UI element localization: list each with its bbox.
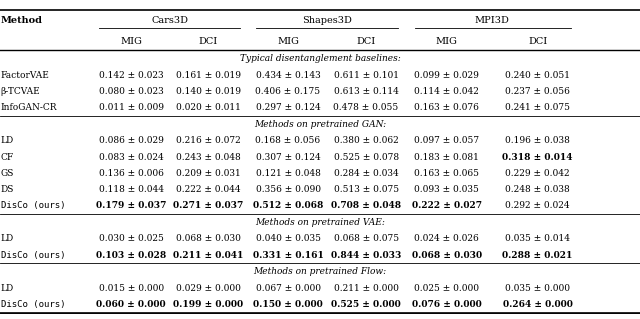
Text: LD: LD	[1, 136, 14, 145]
Text: InfoGAN-CR: InfoGAN-CR	[1, 103, 57, 112]
Text: GS: GS	[1, 169, 14, 178]
Text: Cars3D: Cars3D	[151, 16, 188, 26]
Text: 0.093 ± 0.035: 0.093 ± 0.035	[414, 185, 479, 194]
Text: 0.229 ± 0.042: 0.229 ± 0.042	[506, 169, 570, 178]
Text: 0.030 ± 0.025: 0.030 ± 0.025	[99, 234, 164, 243]
Text: 0.015 ± 0.000: 0.015 ± 0.000	[99, 284, 164, 293]
Text: 0.163 ± 0.065: 0.163 ± 0.065	[414, 169, 479, 178]
Text: DisCo (ours): DisCo (ours)	[1, 251, 65, 260]
Text: 0.086 ± 0.029: 0.086 ± 0.029	[99, 136, 164, 145]
Text: 0.209 ± 0.031: 0.209 ± 0.031	[175, 169, 241, 178]
Text: 0.241 ± 0.075: 0.241 ± 0.075	[505, 103, 570, 112]
Text: 0.118 ± 0.044: 0.118 ± 0.044	[99, 185, 164, 194]
Text: 0.161 ± 0.019: 0.161 ± 0.019	[175, 71, 241, 80]
Text: Shapes3D: Shapes3D	[302, 16, 352, 26]
Text: 0.150 ± 0.000: 0.150 ± 0.000	[253, 300, 323, 309]
Text: DCI: DCI	[528, 37, 547, 46]
Text: 0.067 ± 0.000: 0.067 ± 0.000	[255, 284, 321, 293]
Text: 0.103 ± 0.028: 0.103 ± 0.028	[96, 251, 166, 260]
Text: CF: CF	[1, 152, 14, 161]
Text: 0.288 ± 0.021: 0.288 ± 0.021	[502, 251, 573, 260]
Text: 0.121 ± 0.048: 0.121 ± 0.048	[255, 169, 321, 178]
Text: 0.297 ± 0.124: 0.297 ± 0.124	[255, 103, 321, 112]
Text: 0.708 ± 0.048: 0.708 ± 0.048	[331, 201, 401, 210]
Text: MIG: MIG	[120, 37, 142, 46]
Text: β-TCVAE: β-TCVAE	[1, 87, 40, 96]
Text: 0.040 ± 0.035: 0.040 ± 0.035	[255, 234, 321, 243]
Text: 0.292 ± 0.024: 0.292 ± 0.024	[506, 201, 570, 210]
Text: 0.011 ± 0.009: 0.011 ± 0.009	[99, 103, 164, 112]
Text: 0.083 ± 0.024: 0.083 ± 0.024	[99, 152, 164, 161]
Text: 0.844 ± 0.033: 0.844 ± 0.033	[331, 251, 401, 260]
Text: 0.513 ± 0.075: 0.513 ± 0.075	[333, 185, 399, 194]
Text: 0.271 ± 0.037: 0.271 ± 0.037	[173, 201, 243, 210]
Text: 0.099 ± 0.029: 0.099 ± 0.029	[414, 71, 479, 80]
Text: 0.211 ± 0.000: 0.211 ± 0.000	[333, 284, 399, 293]
Text: MIG: MIG	[277, 37, 299, 46]
Text: 0.525 ± 0.000: 0.525 ± 0.000	[332, 300, 401, 309]
Text: Typical disentanglement baselines:: Typical disentanglement baselines:	[239, 54, 401, 63]
Text: 0.114 ± 0.042: 0.114 ± 0.042	[414, 87, 479, 96]
Text: 0.216 ± 0.072: 0.216 ± 0.072	[175, 136, 241, 145]
Text: 0.264 ± 0.000: 0.264 ± 0.000	[502, 300, 573, 309]
Text: LD: LD	[1, 234, 14, 243]
Text: 0.243 ± 0.048: 0.243 ± 0.048	[175, 152, 241, 161]
Text: 0.406 ± 0.175: 0.406 ± 0.175	[255, 87, 321, 96]
Text: Method: Method	[1, 16, 43, 26]
Text: 0.068 ± 0.030: 0.068 ± 0.030	[175, 234, 241, 243]
Text: 0.035 ± 0.014: 0.035 ± 0.014	[505, 234, 570, 243]
Text: 0.211 ± 0.041: 0.211 ± 0.041	[173, 251, 243, 260]
Text: FactorVAE: FactorVAE	[1, 71, 49, 80]
Text: 0.478 ± 0.055: 0.478 ± 0.055	[333, 103, 399, 112]
Text: 0.222 ± 0.044: 0.222 ± 0.044	[176, 185, 240, 194]
Text: 0.356 ± 0.090: 0.356 ± 0.090	[255, 185, 321, 194]
Text: 0.136 ± 0.006: 0.136 ± 0.006	[99, 169, 164, 178]
Text: 0.199 ± 0.000: 0.199 ± 0.000	[173, 300, 243, 309]
Text: 0.179 ± 0.037: 0.179 ± 0.037	[96, 201, 166, 210]
Text: 0.068 ± 0.030: 0.068 ± 0.030	[412, 251, 482, 260]
Text: DS: DS	[1, 185, 14, 194]
Text: DCI: DCI	[356, 37, 376, 46]
Text: 0.284 ± 0.034: 0.284 ± 0.034	[333, 169, 399, 178]
Text: 0.525 ± 0.078: 0.525 ± 0.078	[333, 152, 399, 161]
Text: 0.097 ± 0.057: 0.097 ± 0.057	[414, 136, 479, 145]
Text: 0.163 ± 0.076: 0.163 ± 0.076	[414, 103, 479, 112]
Text: 0.307 ± 0.124: 0.307 ± 0.124	[255, 152, 321, 161]
Text: 0.076 ± 0.000: 0.076 ± 0.000	[412, 300, 481, 309]
Text: MIG: MIG	[436, 37, 458, 46]
Text: 0.068 ± 0.075: 0.068 ± 0.075	[333, 234, 399, 243]
Text: Methods on pretrained Flow:: Methods on pretrained Flow:	[253, 267, 387, 276]
Text: 0.613 ± 0.114: 0.613 ± 0.114	[333, 87, 399, 96]
Text: DCI: DCI	[198, 37, 218, 46]
Text: 0.060 ± 0.000: 0.060 ± 0.000	[97, 300, 166, 309]
Text: 0.168 ± 0.056: 0.168 ± 0.056	[255, 136, 321, 145]
Text: DisCo (ours): DisCo (ours)	[1, 300, 65, 309]
Text: Methods on pretrained GAN:: Methods on pretrained GAN:	[254, 120, 386, 129]
Text: 0.331 ± 0.161: 0.331 ± 0.161	[253, 251, 323, 260]
Text: DisCo (ours): DisCo (ours)	[1, 201, 65, 210]
Text: 0.237 ± 0.056: 0.237 ± 0.056	[505, 87, 570, 96]
Text: 0.080 ± 0.023: 0.080 ± 0.023	[99, 87, 164, 96]
Text: 0.140 ± 0.019: 0.140 ± 0.019	[175, 87, 241, 96]
Text: 0.183 ± 0.081: 0.183 ± 0.081	[414, 152, 479, 161]
Text: 0.434 ± 0.143: 0.434 ± 0.143	[255, 71, 321, 80]
Text: 0.222 ± 0.027: 0.222 ± 0.027	[412, 201, 482, 210]
Text: 0.196 ± 0.038: 0.196 ± 0.038	[505, 136, 570, 145]
Text: 0.035 ± 0.000: 0.035 ± 0.000	[505, 284, 570, 293]
Text: LD: LD	[1, 284, 14, 293]
Text: 0.029 ± 0.000: 0.029 ± 0.000	[175, 284, 241, 293]
Text: 0.240 ± 0.051: 0.240 ± 0.051	[505, 71, 570, 80]
Text: Methods on pretrained VAE:: Methods on pretrained VAE:	[255, 218, 385, 227]
Text: MPI3D: MPI3D	[475, 16, 509, 26]
Text: 0.318 ± 0.014: 0.318 ± 0.014	[502, 152, 573, 161]
Text: 0.512 ± 0.068: 0.512 ± 0.068	[253, 201, 323, 210]
Text: 0.142 ± 0.023: 0.142 ± 0.023	[99, 71, 163, 80]
Text: 0.020 ± 0.011: 0.020 ± 0.011	[175, 103, 241, 112]
Text: 0.380 ± 0.062: 0.380 ± 0.062	[333, 136, 399, 145]
Text: 0.248 ± 0.038: 0.248 ± 0.038	[505, 185, 570, 194]
Text: 0.611 ± 0.101: 0.611 ± 0.101	[333, 71, 399, 80]
Text: 0.024 ± 0.026: 0.024 ± 0.026	[414, 234, 479, 243]
Text: 0.025 ± 0.000: 0.025 ± 0.000	[414, 284, 479, 293]
